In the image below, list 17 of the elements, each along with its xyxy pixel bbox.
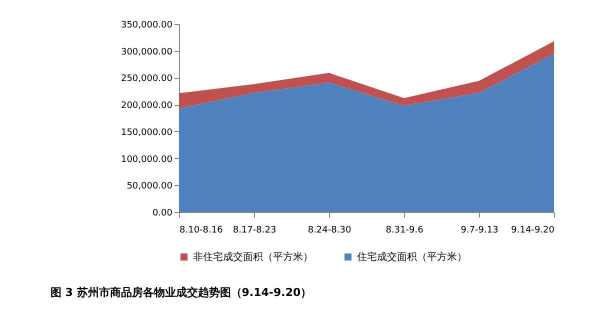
y-tick-label: 100,000.00 — [120, 154, 173, 165]
x-tick-label: 9.7-9.13 — [460, 226, 498, 236]
text: 图 3 苏州市商品房各物业成交趋势图（9.14-9.20） — [50, 286, 312, 299]
x-tick-label: 8.24-8.30 — [308, 226, 352, 236]
y-tick-label: 150,000.00 — [120, 128, 173, 138]
y-tick-label: 250,000.00 — [120, 74, 173, 84]
y-tick-label: 50,000.00 — [126, 182, 173, 192]
y-tick-label: 300,000.00 — [120, 47, 173, 58]
x-tick-label: 8.17-8.23 — [232, 226, 276, 236]
legend-label: 非住宅成交面积（平方米） — [193, 251, 313, 263]
x-tick-label: 8.31-9.6 — [386, 226, 424, 236]
y-tick-label: 0.00 — [152, 208, 173, 218]
y-tick-label: 200,000.00 — [120, 101, 173, 112]
x-tick-label: 9.14-9.20 — [511, 226, 555, 236]
legend-label: 住宅成交面积（平方米） — [357, 251, 467, 263]
x-tick-label: 8.10-8.16 — [180, 226, 224, 236]
y-tick-label: 350,000.00 — [120, 20, 173, 30]
